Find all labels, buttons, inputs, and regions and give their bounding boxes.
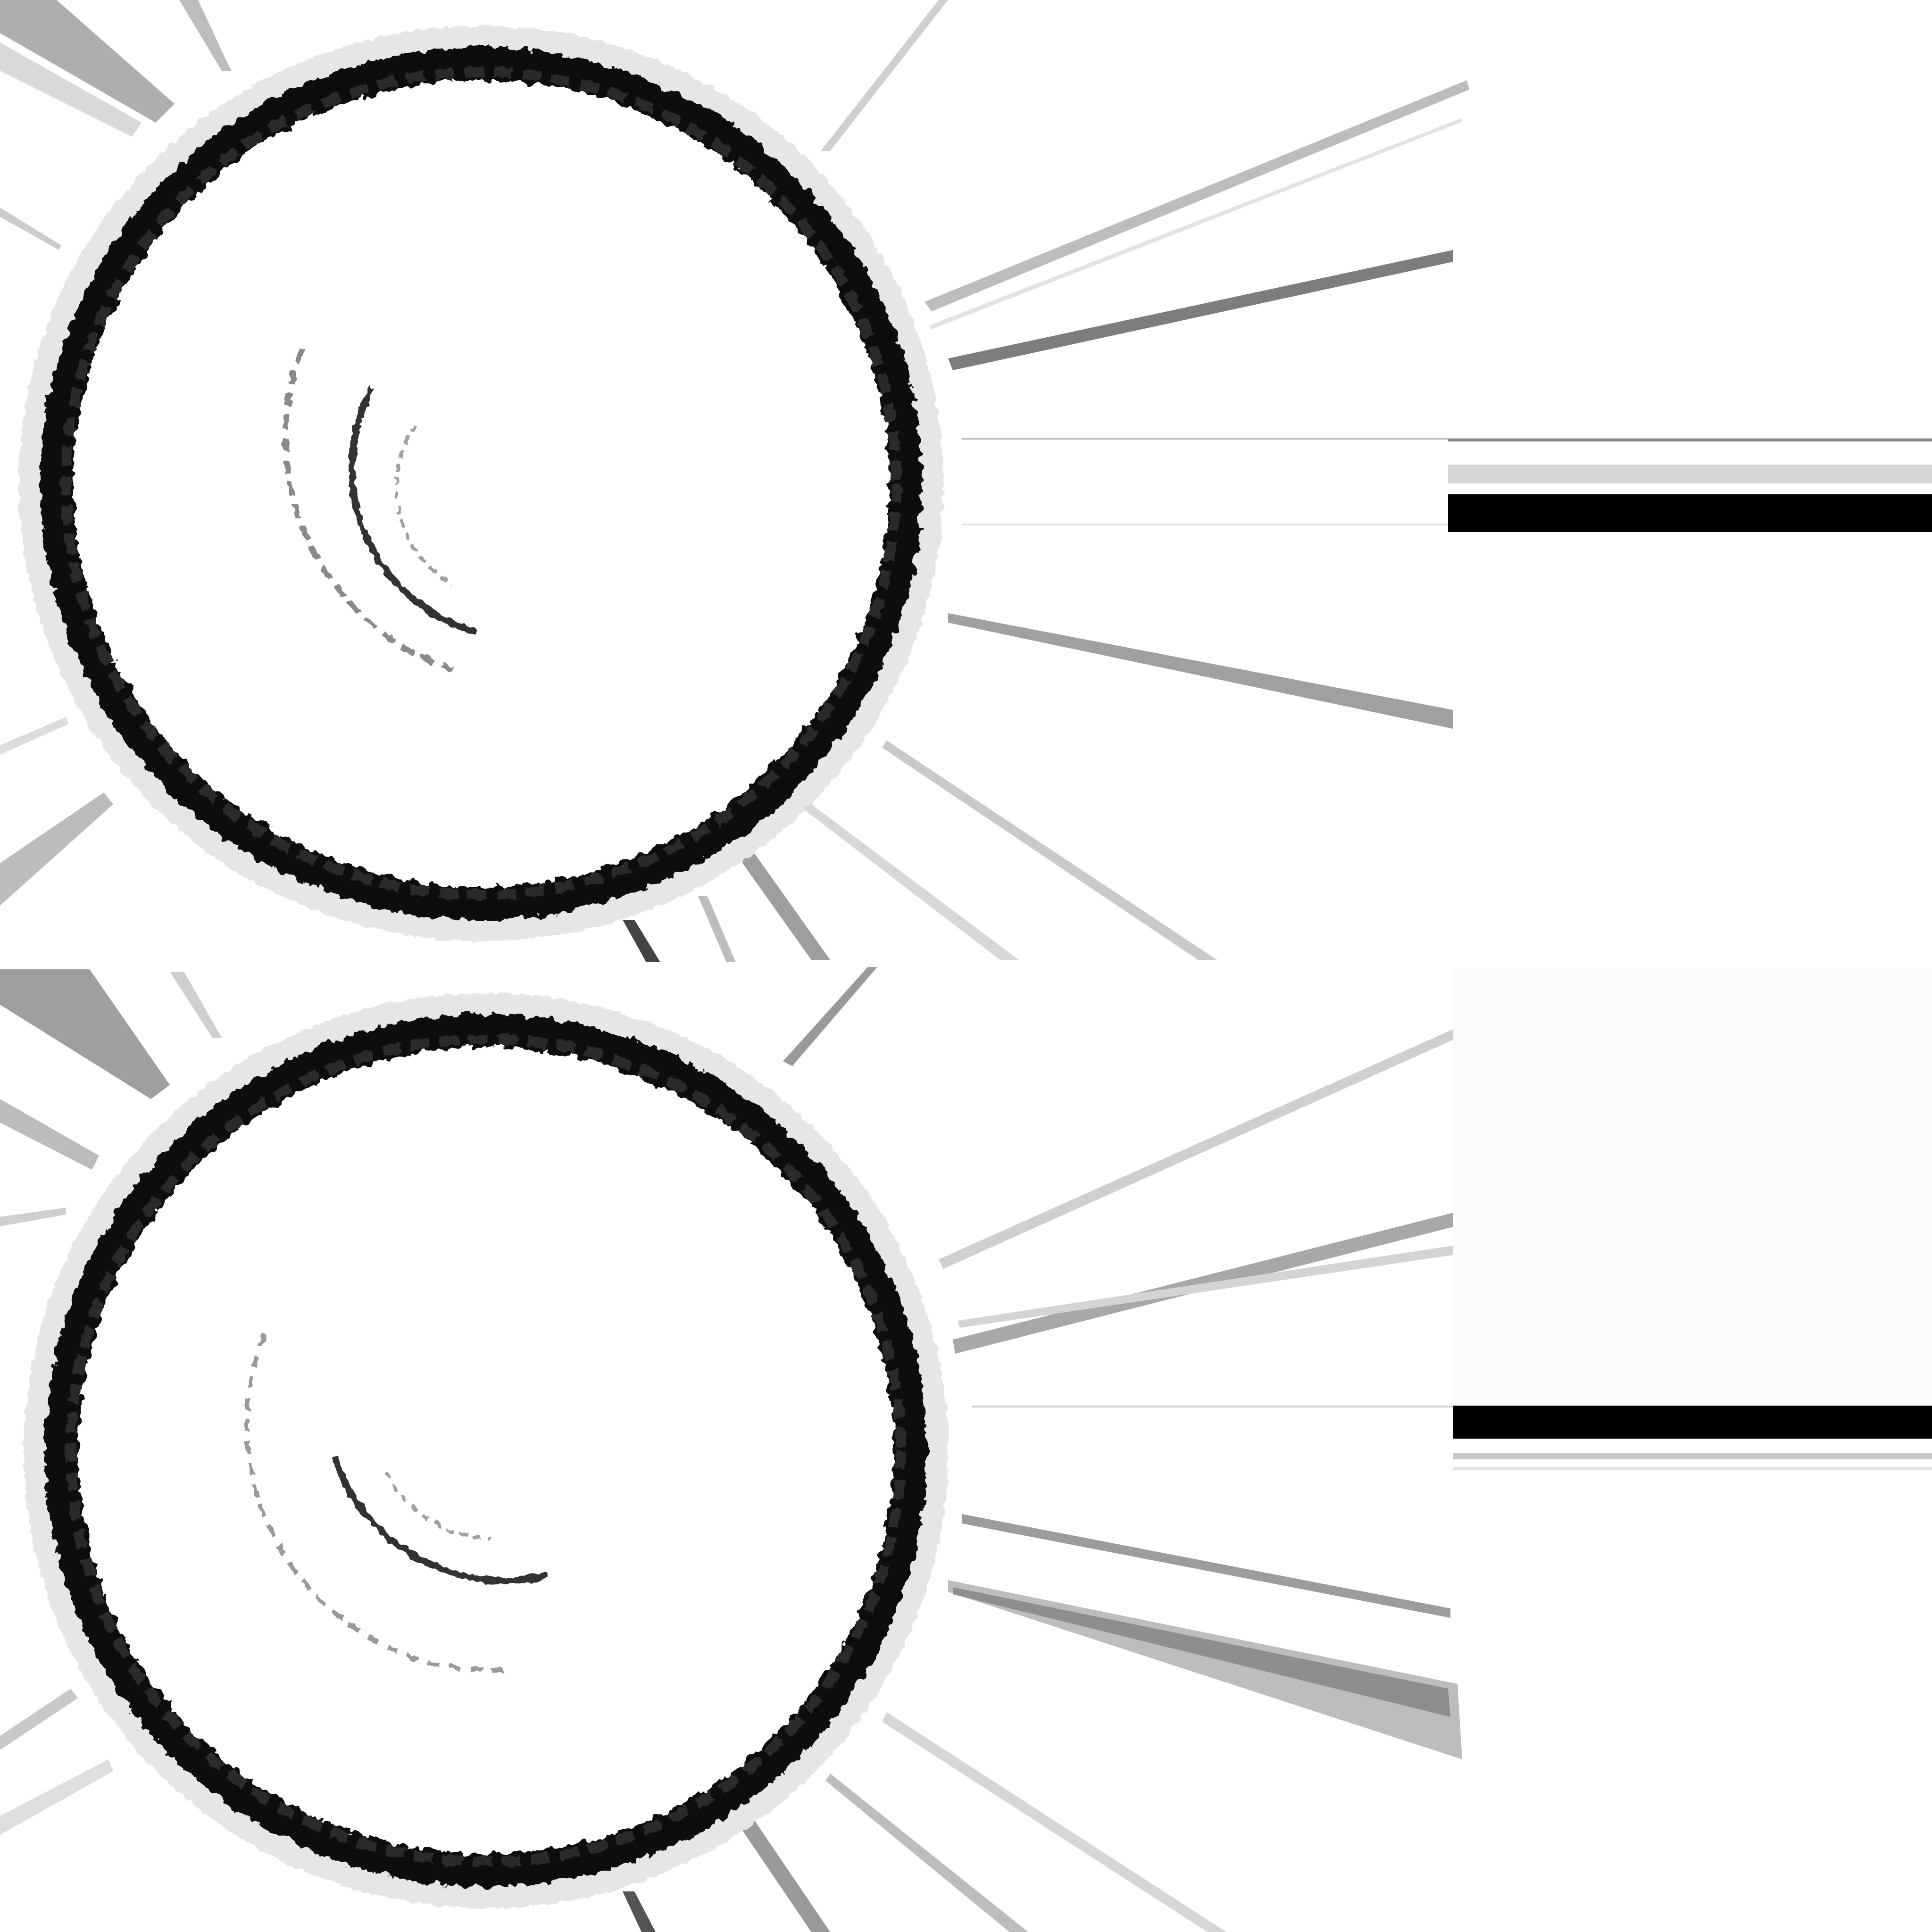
- streak: [0, 1099, 99, 1170]
- streak: [882, 1712, 1226, 1932]
- streak: [0, 1689, 78, 1750]
- streak: [1453, 1406, 1932, 1439]
- circle-ring-inner-dark: [66, 1034, 906, 1867]
- streak: [821, 0, 948, 151]
- streak: [0, 42, 142, 137]
- bottom-circle: [24, 993, 948, 1908]
- streak: [0, 969, 170, 1099]
- streak: [698, 896, 736, 962]
- streak: [962, 1514, 1450, 1618]
- streak: [0, 0, 175, 123]
- streak: [948, 613, 1453, 729]
- circle-ring-inner-dark: [61, 67, 901, 900]
- circle-ring-outer-spray: [24, 993, 948, 1908]
- streak: [882, 741, 1217, 960]
- streak: [953, 1587, 1450, 1717]
- circle-ring: [45, 1014, 927, 1887]
- streak: [179, 0, 231, 71]
- streak: [924, 80, 1469, 311]
- top-streaks: [0, 0, 1932, 962]
- streak: [948, 1580, 1462, 1759]
- streak: [825, 1774, 1028, 1932]
- streak: [1448, 465, 1932, 483]
- streak: [972, 1406, 1932, 1407]
- streak: [783, 967, 877, 1066]
- streak: [939, 1019, 1479, 1269]
- streak: [0, 1208, 66, 1226]
- streak: [1448, 494, 1932, 532]
- streak: [0, 717, 68, 755]
- bottom-streaks: [0, 967, 1932, 1932]
- streak: [736, 854, 830, 960]
- streak: [1453, 969, 1932, 1403]
- inner-arc: [332, 1456, 548, 1584]
- inner-arc: [394, 423, 454, 587]
- inner-arc: [385, 1471, 491, 1540]
- top-panel: [0, 0, 1932, 962]
- inner-arc: [244, 1334, 510, 1673]
- top-circle: [19, 26, 943, 941]
- streak: [929, 118, 1462, 329]
- streak: [962, 438, 1932, 440]
- streak: [0, 208, 61, 250]
- streak: [0, 792, 113, 906]
- streak: [623, 920, 660, 962]
- circle-ring: [40, 47, 922, 920]
- streak: [1453, 1467, 1932, 1470]
- streak: [170, 972, 222, 1038]
- streak: [958, 1245, 1455, 1328]
- streak: [962, 524, 1932, 525]
- streak: [948, 250, 1453, 370]
- streak: [1448, 439, 1932, 441]
- streak: [797, 797, 1019, 960]
- streak: [736, 1821, 830, 1932]
- bottom-panel: [0, 967, 1932, 1932]
- streak: [0, 1759, 113, 1835]
- streak: [1453, 1453, 1932, 1459]
- circle-ring-outer-spray: [19, 26, 943, 941]
- streak: [623, 1891, 656, 1932]
- inner-arc: [348, 385, 477, 635]
- streak: [953, 1212, 1455, 1354]
